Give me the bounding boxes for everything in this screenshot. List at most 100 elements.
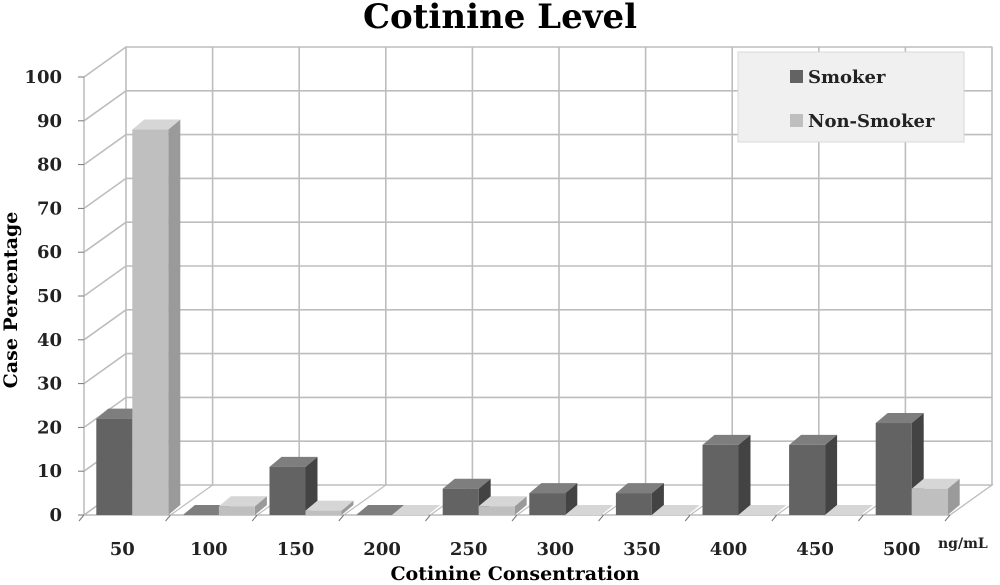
x-tick-label-250: 250 bbox=[450, 539, 488, 560]
bar-side bbox=[947, 478, 960, 515]
y-tick-label: 30 bbox=[37, 374, 62, 395]
bar-non-smoker-500 bbox=[911, 478, 960, 515]
bar-non-smoker-50 bbox=[132, 119, 181, 515]
bar-smoker-400 bbox=[702, 434, 751, 515]
bar-front bbox=[442, 488, 479, 515]
bar-top bbox=[529, 483, 578, 494]
bar-non-smoker-350 bbox=[651, 505, 700, 515]
x-tick-mark bbox=[598, 514, 604, 522]
floor-line bbox=[343, 484, 387, 516]
bar-top bbox=[392, 505, 441, 515]
bar-side bbox=[825, 434, 838, 515]
bar-top bbox=[218, 496, 267, 507]
y-tick-label: 20 bbox=[37, 417, 62, 438]
bar-non-smoker-150 bbox=[305, 500, 354, 515]
bar-front bbox=[702, 444, 739, 515]
chart-title: Cotinine Level bbox=[363, 0, 637, 37]
y-tick-label: 90 bbox=[37, 111, 62, 132]
legend: Smoker Non-Smoker bbox=[737, 51, 965, 143]
x-axis-unit: ng/mL bbox=[938, 536, 988, 552]
bar-front bbox=[789, 444, 826, 515]
bar-top bbox=[615, 483, 664, 494]
y-tick-label: 0 bbox=[49, 505, 62, 526]
bar-front bbox=[529, 493, 566, 515]
y-tick-label: 100 bbox=[24, 67, 62, 88]
bar-front bbox=[615, 493, 652, 515]
x-tick-mark bbox=[684, 514, 691, 522]
bar-side bbox=[305, 456, 318, 515]
bar-top bbox=[478, 496, 527, 507]
y-axis-title: Case Percentage bbox=[0, 212, 22, 389]
bar-top bbox=[789, 434, 838, 445]
bar-side bbox=[254, 496, 267, 515]
y-tick-label: 60 bbox=[37, 242, 62, 263]
bar-side bbox=[341, 500, 354, 515]
legend-swatch-smoker bbox=[790, 70, 803, 83]
bar-side bbox=[514, 496, 527, 515]
bar-side bbox=[168, 119, 181, 515]
bar-smoker-300 bbox=[529, 483, 578, 515]
bar-front bbox=[132, 129, 169, 515]
bar-front bbox=[96, 418, 133, 515]
bar-top bbox=[825, 505, 874, 515]
bar-non-smoker-400 bbox=[738, 505, 787, 515]
x-tick-label-200: 200 bbox=[363, 539, 401, 560]
bar-top bbox=[702, 434, 751, 445]
bar-non-smoker-450 bbox=[825, 505, 874, 515]
legend-label-smoker: Smoker bbox=[808, 67, 886, 88]
bar-non-smoker-200 bbox=[392, 505, 441, 515]
x-tick-mark bbox=[78, 514, 85, 522]
bar-front bbox=[478, 506, 515, 515]
bar-front bbox=[305, 510, 342, 515]
bar-smoker-200 bbox=[356, 505, 405, 515]
y-tick-label: 70 bbox=[37, 198, 62, 219]
legend-box bbox=[737, 51, 965, 143]
x-tick-label-300: 300 bbox=[537, 539, 575, 560]
x-tick-mark bbox=[944, 514, 951, 522]
bar-top bbox=[442, 478, 491, 489]
bar-front bbox=[875, 423, 912, 515]
x-tick-mark bbox=[511, 514, 518, 522]
x-axis-title: Cotinine Consentration bbox=[390, 563, 639, 585]
bar-top bbox=[651, 505, 700, 515]
legend-label-non-smoker: Non-Smoker bbox=[808, 111, 935, 132]
x-tick-label-100: 100 bbox=[190, 539, 228, 560]
bar-top bbox=[911, 478, 960, 489]
bar-smoker-450 bbox=[789, 434, 838, 515]
x-tick-mark bbox=[251, 514, 258, 522]
floor-line bbox=[949, 484, 993, 516]
x-axis-ticks: 50 100 150 200 250 300 350 400 450 500 bbox=[110, 539, 921, 560]
bar-front bbox=[269, 466, 306, 515]
bar-smoker-350 bbox=[615, 483, 664, 515]
x-tick-mark bbox=[338, 514, 345, 522]
bar-side bbox=[738, 434, 751, 515]
x-tick-mark bbox=[858, 514, 864, 522]
bar-non-smoker-100 bbox=[218, 496, 267, 515]
bar-top bbox=[875, 413, 924, 424]
x-tick-mark bbox=[165, 514, 171, 522]
bar-side bbox=[651, 483, 664, 515]
bar-non-smoker-250 bbox=[478, 496, 527, 515]
bars bbox=[96, 119, 960, 515]
bar-top bbox=[269, 456, 318, 467]
y-tick-label: 10 bbox=[37, 461, 62, 482]
bar-front bbox=[911, 488, 948, 515]
x-tick-label-350: 350 bbox=[623, 539, 661, 560]
y-tick-label: 80 bbox=[37, 155, 62, 176]
bar-smoker-150 bbox=[269, 456, 318, 515]
y-tick-label: 40 bbox=[37, 330, 62, 351]
x-tick-mark bbox=[425, 514, 431, 522]
y-axis-ticks: 0 10 20 30 40 50 60 70 80 90 100 bbox=[24, 67, 62, 526]
bar-top bbox=[132, 119, 181, 130]
x-tick-label-150: 150 bbox=[277, 539, 315, 560]
x-tick-label-400: 400 bbox=[710, 539, 748, 560]
x-tick-label-500: 500 bbox=[883, 539, 921, 560]
x-tick-mark bbox=[771, 514, 778, 522]
bar-top bbox=[738, 505, 787, 515]
bar-side bbox=[565, 483, 578, 515]
y-tick-label: 50 bbox=[37, 286, 62, 307]
bar-front bbox=[218, 506, 255, 515]
legend-swatch-non-smoker bbox=[790, 114, 803, 127]
x-tick-label-50: 50 bbox=[110, 539, 135, 560]
bar-top bbox=[305, 500, 354, 511]
